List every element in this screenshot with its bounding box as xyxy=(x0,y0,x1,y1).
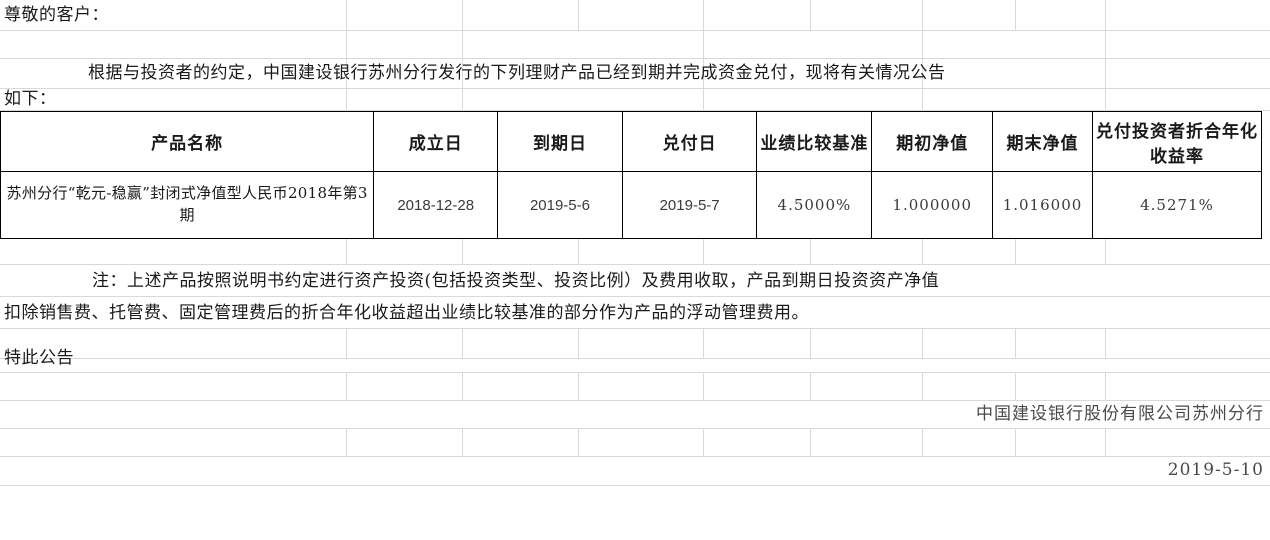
grid-vline xyxy=(462,328,463,358)
grid-vline xyxy=(462,236,463,264)
cell-benchmark: 4.5000% xyxy=(756,171,873,239)
grid-vline xyxy=(922,328,923,358)
col-header-payment-date: 兑付日 xyxy=(621,111,758,172)
closing-text: 特此公告 xyxy=(4,347,74,368)
intro-line1-text: 根据与投资者的约定，中国建设银行苏州分行发行的下列理财产品已经到期并完成资金兑付… xyxy=(88,62,946,83)
grid-hline xyxy=(0,264,1270,265)
cell-annualized-yield: 4.5271% xyxy=(1092,171,1262,239)
grid-hline xyxy=(0,400,1270,401)
signature-text: 中国建设银行股份有限公司苏州分行 xyxy=(976,403,1264,424)
grid-vline xyxy=(810,372,811,400)
grid-vline xyxy=(922,372,923,400)
grid-vline xyxy=(346,428,347,456)
signature-row: 中国建设银行股份有限公司苏州分行 xyxy=(0,400,1270,428)
note-line2-row: 扣除销售费、托管费、固定管理费后的折合年化收益超出业绩比较基准的部分作为产品的浮… xyxy=(0,298,1270,328)
grid-vline xyxy=(810,328,811,358)
grid-vline xyxy=(578,0,579,30)
greeting-row: 尊敬的客户： xyxy=(0,0,1270,30)
intro-line2-row: 如下： xyxy=(0,88,1270,110)
grid-vline xyxy=(922,236,923,264)
grid-vline xyxy=(462,428,463,456)
table-row: 苏州分行“乾元-稳赢”封闭式净值型人民币2018年第3期 2018-12-28 … xyxy=(0,171,1262,239)
grid-vline xyxy=(703,328,704,358)
grid-vline xyxy=(1015,0,1016,30)
grid-hline xyxy=(0,372,1270,373)
grid-vline xyxy=(1015,328,1016,358)
cell-payment-date: 2019-5-7 xyxy=(621,171,758,239)
grid-vline xyxy=(703,372,704,400)
note-line1-text: 注：上述产品按照说明书约定进行资产投资(包括投资类型、投资比例）及费用收取，产品… xyxy=(92,270,940,291)
col-header-annualized-yield: 兑付投资者折合年化收益率 xyxy=(1092,111,1262,172)
grid-hline xyxy=(0,485,1270,486)
signature-date-text: 2019-5-10 xyxy=(1167,460,1264,481)
note-line1-row: 注：上述产品按照说明书约定进行资产投资(包括投资类型、投资比例）及费用收取，产品… xyxy=(0,266,1270,296)
col-header-final-nav: 期末净值 xyxy=(991,111,1094,172)
cell-establish-date: 2018-12-28 xyxy=(373,171,499,239)
grid-hline xyxy=(0,88,1270,89)
grid-vline xyxy=(1015,236,1016,264)
grid-hline xyxy=(0,110,1270,111)
cell-product-name: 苏州分行“乾元-稳赢”封闭式净值型人民币2018年第3期 xyxy=(0,171,375,239)
grid-vline xyxy=(346,0,347,110)
grid-vline xyxy=(1015,428,1016,456)
grid-vline xyxy=(703,236,704,264)
col-header-initial-nav: 期初净值 xyxy=(871,111,993,172)
greeting-text: 尊敬的客户： xyxy=(4,4,109,25)
note-line2-text: 扣除销售费、托管费、固定管理费后的折合年化收益超出业绩比较基准的部分作为产品的浮… xyxy=(4,302,809,323)
col-header-maturity-date: 到期日 xyxy=(497,111,623,172)
grid-vline xyxy=(578,236,579,264)
grid-vline xyxy=(462,372,463,400)
grid-vline xyxy=(578,428,579,456)
col-header-benchmark: 业绩比较基准 xyxy=(756,111,873,172)
intro-line2-text: 如下： xyxy=(4,88,57,109)
grid-hline xyxy=(0,456,1270,457)
grid-vline xyxy=(810,428,811,456)
grid-vline xyxy=(1105,328,1106,358)
grid-hline xyxy=(0,328,1270,329)
grid-vline xyxy=(346,328,347,358)
grid-vline xyxy=(1105,0,1106,110)
cell-maturity-date: 2019-5-6 xyxy=(497,171,623,239)
grid-vline xyxy=(346,372,347,400)
grid-vline xyxy=(1015,372,1016,400)
product-table: 产品名称 成立日 到期日 兑付日 业绩比较基准 期初净值 期末净值 兑付投资者折… xyxy=(0,111,1262,239)
grid-vline xyxy=(462,0,463,110)
grid-vline xyxy=(1105,236,1106,264)
signature-date-row: 2019-5-10 xyxy=(0,456,1270,485)
grid-vline xyxy=(810,236,811,264)
grid-vline xyxy=(346,236,347,264)
cell-initial-nav: 1.000000 xyxy=(871,171,993,239)
grid-vline xyxy=(1105,428,1106,456)
cell-final-nav: 1.016000 xyxy=(991,171,1094,239)
grid-hline xyxy=(0,428,1270,429)
grid-hline xyxy=(0,296,1270,297)
grid-hline xyxy=(0,30,1270,31)
grid-vline xyxy=(922,0,923,110)
grid-vline xyxy=(578,372,579,400)
grid-vline xyxy=(922,428,923,456)
closing-row: 特此公告 xyxy=(0,344,1270,372)
grid-vline xyxy=(810,0,811,30)
col-header-establish-date: 成立日 xyxy=(373,111,499,172)
grid-vline xyxy=(703,428,704,456)
col-header-product-name: 产品名称 xyxy=(0,111,375,172)
grid-vline xyxy=(703,0,704,110)
grid-vline xyxy=(1105,372,1106,400)
table-header-row: 产品名称 成立日 到期日 兑付日 业绩比较基准 期初净值 期末净值 兑付投资者折… xyxy=(0,111,1262,172)
intro-line1-row: 根据与投资者的约定，中国建设银行苏州分行发行的下列理财产品已经到期并完成资金兑付… xyxy=(0,58,1270,88)
grid-vline xyxy=(578,328,579,358)
grid-hline xyxy=(0,358,1270,359)
grid-hline xyxy=(0,58,1270,59)
